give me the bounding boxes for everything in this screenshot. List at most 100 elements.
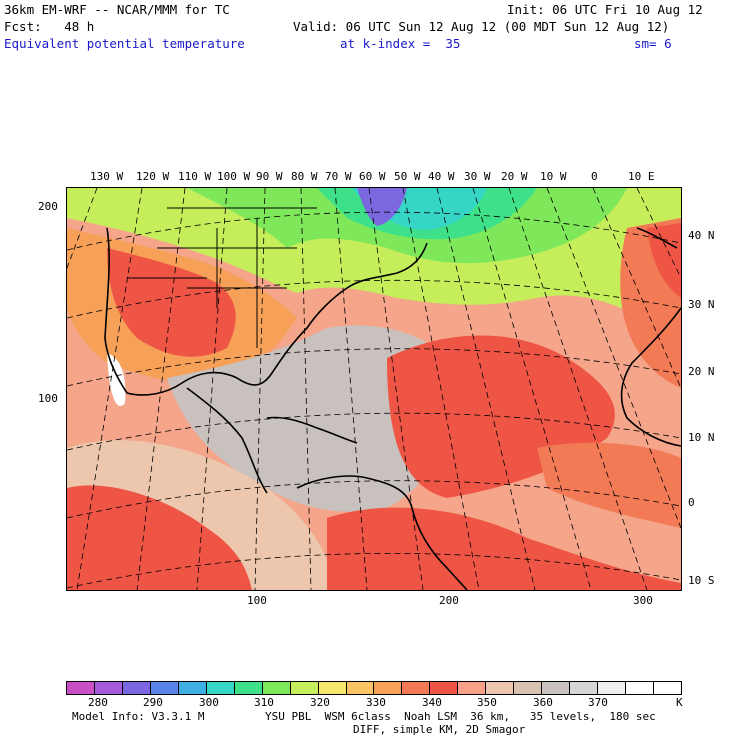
lon-label: 70 W bbox=[325, 170, 352, 183]
colorbar-swatch bbox=[178, 682, 207, 694]
lat-label: 10 S bbox=[688, 574, 715, 587]
colorbar-swatch bbox=[67, 682, 95, 694]
grid-y-label: 200 bbox=[38, 200, 58, 213]
grid-x-label: 200 bbox=[439, 594, 459, 607]
coastline bbox=[296, 475, 468, 590]
colorbar-swatch bbox=[542, 682, 571, 694]
lon-label: 120 W bbox=[136, 170, 170, 183]
longitude-line bbox=[402, 188, 480, 590]
lon-label: 0 bbox=[591, 170, 598, 183]
map-shading bbox=[327, 507, 681, 590]
latitude-line bbox=[67, 211, 681, 251]
lat-label: 10 N bbox=[688, 431, 715, 444]
graticule bbox=[67, 188, 681, 590]
colorbar-swatch bbox=[206, 682, 235, 694]
lon-label: 50 W bbox=[394, 170, 421, 183]
coastline bbox=[620, 307, 681, 447]
colorbar-swatch bbox=[94, 682, 123, 694]
forecast-hour: Fcst: 48 h bbox=[4, 19, 95, 34]
color-scale-bar bbox=[66, 681, 682, 695]
longitude-line bbox=[76, 188, 143, 590]
colorbar-swatch bbox=[402, 682, 431, 694]
longitude-line bbox=[508, 188, 648, 590]
latitude-line bbox=[67, 480, 681, 519]
colorbar-swatch bbox=[654, 682, 681, 694]
colorbar-label: 350 bbox=[477, 696, 497, 709]
state-borders bbox=[127, 207, 317, 348]
coastlines bbox=[104, 207, 681, 590]
latitude-line bbox=[67, 552, 681, 589]
longitude-line bbox=[368, 188, 424, 590]
longitude-line bbox=[546, 188, 681, 529]
longitude-line bbox=[436, 188, 536, 590]
lon-label: 130 W bbox=[90, 170, 124, 183]
lat-label: 0 bbox=[688, 496, 695, 509]
colorbar-swatch bbox=[262, 682, 291, 694]
field-name: Equivalent potential temperature bbox=[4, 36, 245, 51]
model-info: Model Info: V3.3.1 M bbox=[72, 710, 205, 723]
level-index: at k-index = 35 bbox=[340, 36, 461, 51]
colorbar-label: 290 bbox=[143, 696, 163, 709]
longitude-line bbox=[636, 188, 681, 279]
longitude-line bbox=[334, 188, 368, 590]
colorbar-label: 300 bbox=[199, 696, 219, 709]
colorbar-swatch bbox=[486, 682, 515, 694]
longitude-line bbox=[136, 188, 186, 590]
colorbar-unit: K bbox=[676, 696, 683, 709]
colorbar-swatch bbox=[318, 682, 347, 694]
coastline bbox=[186, 387, 268, 494]
colorbar-swatch bbox=[374, 682, 403, 694]
lon-label: 80 W bbox=[291, 170, 318, 183]
longitude-line bbox=[67, 188, 98, 269]
lon-label: 60 W bbox=[359, 170, 386, 183]
colorbar-label: 330 bbox=[366, 696, 386, 709]
longitude-line bbox=[592, 188, 681, 389]
longitude-line bbox=[254, 188, 266, 590]
valid-time: Valid: 06 UTC Sun 12 Aug 12 (00 MDT Sun … bbox=[293, 19, 670, 34]
colorbar-label: 320 bbox=[310, 696, 330, 709]
theta-e-map bbox=[67, 188, 681, 590]
colorbar-swatch bbox=[346, 682, 375, 694]
latitude-line bbox=[67, 412, 681, 451]
colorbar-label: 360 bbox=[533, 696, 553, 709]
colorbar-swatch bbox=[458, 682, 487, 694]
longitude-line bbox=[196, 188, 228, 590]
smoothing-value: sm= 6 bbox=[634, 36, 672, 51]
physics-info: YSU PBL WSM 6class Noah LSM 36 km, 35 le… bbox=[265, 710, 656, 723]
map-panel bbox=[66, 187, 682, 591]
coastline bbox=[636, 227, 678, 249]
colorbar-swatch bbox=[234, 682, 263, 694]
model-title: 36km EM-WRF -- NCAR/MMM for TC bbox=[4, 2, 230, 17]
colorbar-swatch bbox=[290, 682, 319, 694]
map-shading bbox=[537, 442, 681, 528]
diffusion-info: DIFF, simple KM, 2D Smagor bbox=[353, 723, 526, 736]
map-shading bbox=[357, 188, 407, 226]
lat-label: 30 N bbox=[688, 298, 715, 311]
lon-label: 20 W bbox=[501, 170, 528, 183]
lon-label: 30 W bbox=[464, 170, 491, 183]
colorbar-swatch bbox=[626, 682, 655, 694]
colorbar-label: 370 bbox=[588, 696, 608, 709]
lon-label: 10 W bbox=[540, 170, 567, 183]
colorbar-label: 280 bbox=[88, 696, 108, 709]
colorbar-swatch bbox=[122, 682, 151, 694]
latitude-line bbox=[67, 348, 681, 387]
grid-x-label: 300 bbox=[633, 594, 653, 607]
colorbar-swatch bbox=[430, 682, 459, 694]
colorbar-swatch bbox=[598, 682, 627, 694]
lon-label: 100 W bbox=[217, 170, 251, 183]
lon-label: 90 W bbox=[256, 170, 283, 183]
colorbar-label: 310 bbox=[254, 696, 274, 709]
lat-label: 20 N bbox=[688, 365, 715, 378]
init-time: Init: 06 UTC Fri 10 Aug 12 bbox=[507, 2, 703, 17]
map-shading bbox=[647, 223, 681, 298]
colorbar-swatch bbox=[150, 682, 179, 694]
map-shading bbox=[67, 485, 252, 590]
colorbar-swatch bbox=[514, 682, 543, 694]
lon-label: 10 E bbox=[628, 170, 655, 183]
lat-label: 40 N bbox=[688, 229, 715, 242]
colorbar-label: 340 bbox=[422, 696, 442, 709]
lon-label: 40 W bbox=[428, 170, 455, 183]
coastline bbox=[104, 227, 428, 396]
longitude-line bbox=[300, 188, 312, 590]
